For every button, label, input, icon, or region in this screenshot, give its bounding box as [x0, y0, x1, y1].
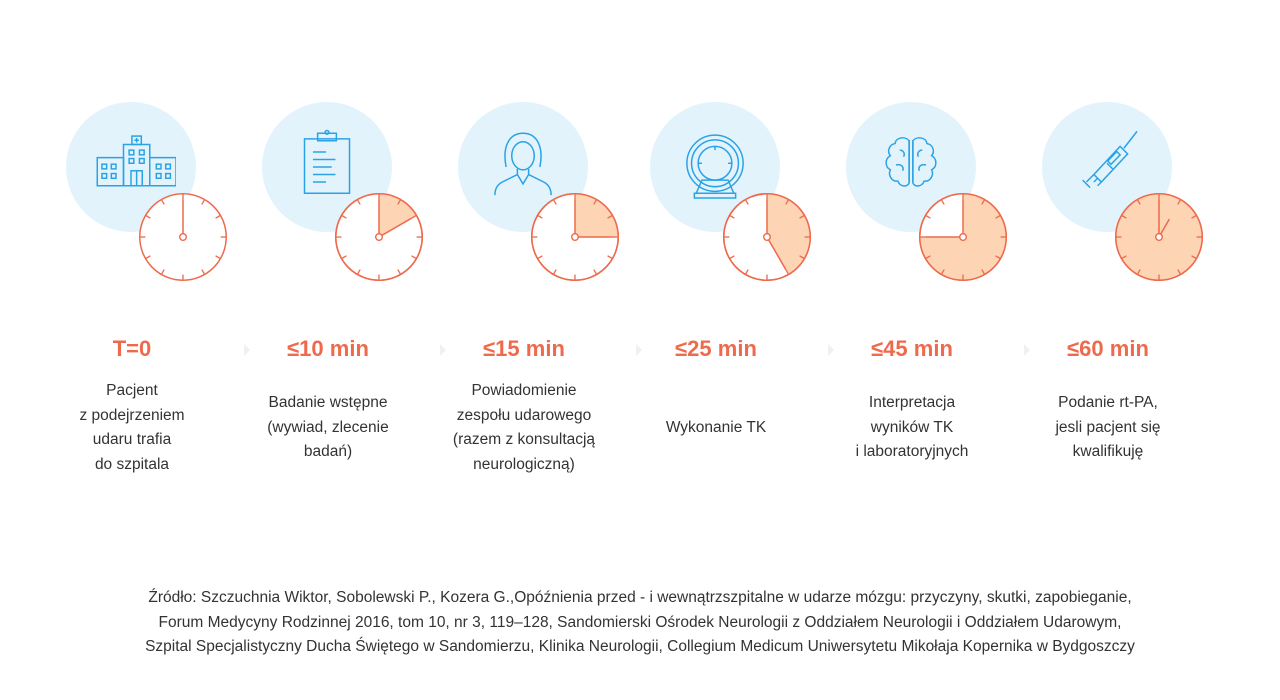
step-time: ≤15 min: [483, 336, 565, 361]
step-time: ≤25 min: [675, 336, 757, 361]
source-citation: Źródło: Szczuchnia Wiktor, Sobolewski P.…: [0, 586, 1280, 660]
brain-icon: [885, 137, 937, 187]
step-description: Interpretacja wyników TK i laboratoryjnych: [822, 391, 1002, 465]
description-line: kwalifikuję: [1072, 443, 1144, 461]
clipboard-icon: [303, 129, 351, 194]
timeline-step: ≤15 min Powiadomienie zespołu udarowego (ra…: [453, 0, 652, 520]
step-time: ≤45 min: [871, 336, 953, 361]
description-line: neurologiczną): [473, 455, 575, 473]
clock-icon: [531, 193, 619, 281]
description-line: Pacjent: [106, 382, 158, 399]
timeline-step: ≤10 min Badanie wstępne (wywiad, zlecenie b…: [260, 0, 456, 520]
clock-icon: [335, 193, 423, 281]
chevron-right-icon: [244, 344, 250, 356]
source-line: Źródło: Szczuchnia Wiktor, Sobolewski P.…: [148, 589, 1132, 606]
chevron-right-icon: [1024, 344, 1030, 356]
elapsed-sector: [575, 193, 619, 237]
step-description: Powiadomienie zespołu udarowego (razem z k…: [434, 379, 614, 477]
clock-icon: [919, 193, 1007, 281]
step-description: Podanie rt-PA, jesli pacjent się kwalifiku…: [1018, 391, 1198, 465]
description-line: Wykonanie TK: [665, 418, 767, 436]
ct-scanner-icon: [686, 134, 744, 199]
step-description: Pacjent z podejrzeniem udaru trafia do szpi…: [42, 379, 222, 477]
source-line: Szpital Specjalistyczny Ducha Świętego w…: [145, 638, 1135, 655]
description-line: udaru trafia: [92, 431, 172, 448]
chevron-right-icon: [440, 344, 446, 356]
step-time: T=0: [112, 336, 152, 361]
description-line: do szpitala: [94, 455, 170, 473]
description-line: Badanie wstępne: [268, 394, 388, 412]
chevron-right-icon: [828, 344, 834, 356]
description-line: badań): [303, 443, 353, 461]
description-line: wyników TK: [870, 418, 954, 436]
clock-icon: [139, 193, 227, 281]
clock-hand: [766, 236, 787, 270]
step-time: ≤10 min: [287, 336, 369, 361]
timeline-step: ≤60 min Podanie rt-PA, jesli pacjent się kw…: [1040, 0, 1236, 520]
description-line: (wywiad, zlecenie: [267, 418, 389, 436]
syringe-icon: [1082, 130, 1138, 189]
clock-icon: [1115, 193, 1203, 281]
description-line: Powiadomienie: [471, 382, 577, 399]
chevron-right-icon: [636, 344, 642, 356]
timeline-step: ≤25 min Wykonanie TK: [648, 0, 844, 520]
description-line: i laboratoryjnych: [855, 443, 969, 461]
hospital-icon: [96, 135, 176, 187]
step-description: Wykonanie TK: [626, 416, 806, 441]
source-line: Forum Medycyny Rodzinnej 2016, tom 10, n…: [158, 613, 1122, 631]
timeline-step: T=0 Pacjent z podejrzeniem udaru trafia do s…: [64, 0, 260, 520]
description-line: Podanie rt-PA,: [1058, 394, 1158, 412]
description-line: jesli pacjent się: [1055, 418, 1161, 436]
description-line: (razem z konsultacją: [452, 431, 596, 448]
description-line: Interpretacja: [868, 394, 956, 412]
step-description: Badanie wstępne (wywiad, zlecenie badań): [238, 391, 418, 465]
clock-hand: [378, 217, 412, 238]
clock-icon: [723, 193, 811, 281]
doctor-icon: [494, 132, 552, 196]
description-line: zespołu udarowego: [456, 406, 592, 424]
description-line: z podejrzeniem: [79, 406, 185, 424]
step-time: ≤60 min: [1067, 336, 1149, 361]
timeline-step: ≤45 min Interpretacja wyników TK i laborato…: [844, 0, 1040, 520]
